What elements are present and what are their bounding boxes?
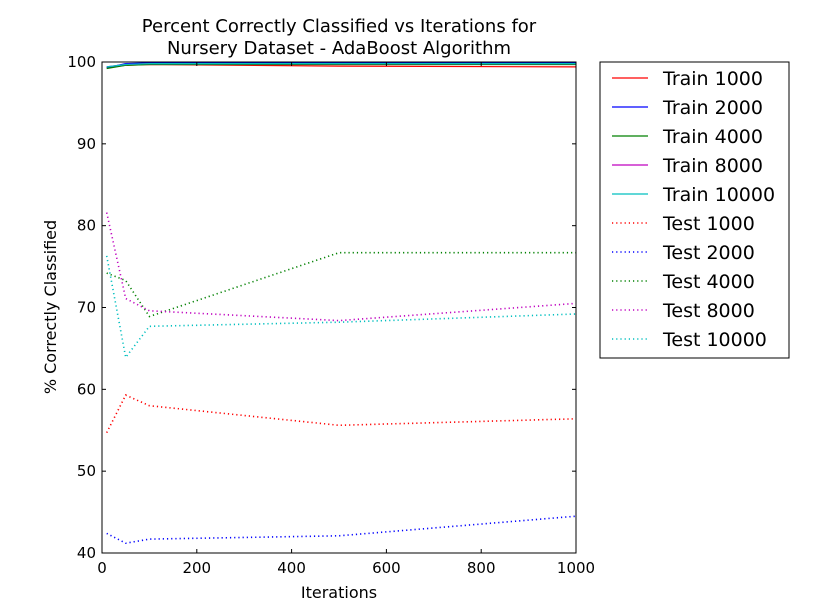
series-line-4 <box>106 62 576 68</box>
legend-label-3: Train 8000 <box>662 155 763 177</box>
plot-lines <box>105 62 577 545</box>
y-tick-label-6: 100 <box>67 53 96 71</box>
legend-label-1: Train 2000 <box>662 97 763 119</box>
plot-frame <box>101 61 577 554</box>
y-tick-label-3: 70 <box>77 299 96 317</box>
y-tick-label-5: 90 <box>77 135 96 153</box>
legend-label-8: Test 8000 <box>662 300 755 322</box>
x-axis-label: Iterations <box>301 583 377 602</box>
x-tick-label-3: 600 <box>372 559 401 577</box>
y-axis-label: % Correctly Classified <box>41 220 60 394</box>
chart-title-line-2: Nursery Dataset - AdaBoost Algorithm <box>167 38 511 59</box>
series-line-8 <box>105 212 577 322</box>
series-line-5 <box>105 394 577 434</box>
legend: Train 1000 Train 2000 Train 4000 Train 8000… <box>599 61 790 359</box>
x-tick-label-0: 0 <box>97 559 107 577</box>
legend-label-0: Train 1000 <box>662 68 763 90</box>
legend-frame <box>599 61 790 359</box>
y-tick-label-2: 60 <box>77 380 96 398</box>
y-tick-label-1: 50 <box>77 462 96 480</box>
y-tick-label-0: 40 <box>77 544 96 562</box>
series-line-7 <box>106 251 576 318</box>
legend-label-5: Test 1000 <box>662 213 755 235</box>
legend-label-7: Test 4000 <box>662 271 755 293</box>
chart-title-line-1: Percent Correctly Classified vs Iteratio… <box>142 16 537 37</box>
legend-label-9: Test 10000 <box>662 329 767 351</box>
y-tick-label-4: 80 <box>77 217 96 235</box>
x-tick-label-1: 200 <box>182 559 211 577</box>
x-tick-label-5: 1000 <box>557 559 595 577</box>
x-tick-label-4: 800 <box>467 559 496 577</box>
legend-label-6: Test 2000 <box>662 242 755 264</box>
x-tick-label-2: 400 <box>277 559 306 577</box>
legend-label-2: Train 4000 <box>662 126 763 148</box>
series-line-6 <box>106 515 577 545</box>
axis-ticks: 0 200 400 600 800 1000 40 50 60 70 80 90 100 <box>67 53 595 577</box>
legend-label-4: Train 10000 <box>662 184 775 206</box>
series-line-2 <box>106 63 576 70</box>
